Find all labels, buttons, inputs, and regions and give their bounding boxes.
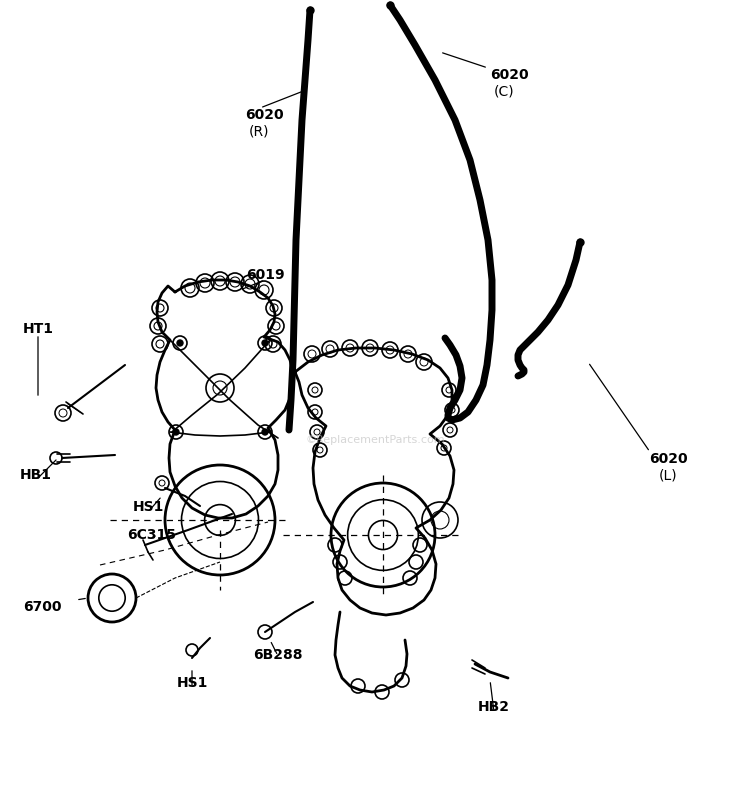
Text: 6700: 6700 (23, 600, 62, 614)
Circle shape (262, 340, 268, 346)
Text: (L): (L) (658, 468, 677, 482)
Text: (R): (R) (249, 124, 269, 138)
Text: 6020: 6020 (649, 452, 687, 466)
Text: HB1: HB1 (20, 468, 52, 482)
Text: 6B288: 6B288 (254, 648, 303, 662)
Text: HT1: HT1 (22, 322, 53, 336)
Circle shape (177, 340, 183, 346)
Circle shape (262, 429, 268, 435)
Text: 6C315: 6C315 (128, 528, 176, 542)
Circle shape (173, 429, 179, 435)
Text: 6020: 6020 (490, 68, 529, 82)
Text: (C): (C) (494, 84, 514, 98)
Text: HS1: HS1 (132, 500, 164, 514)
Text: 6019: 6019 (246, 268, 284, 282)
Text: HS1: HS1 (176, 676, 208, 690)
Text: 6020: 6020 (245, 108, 284, 122)
Text: HB2: HB2 (478, 700, 510, 714)
Text: ©ReplacementParts.com: ©ReplacementParts.com (305, 435, 445, 445)
